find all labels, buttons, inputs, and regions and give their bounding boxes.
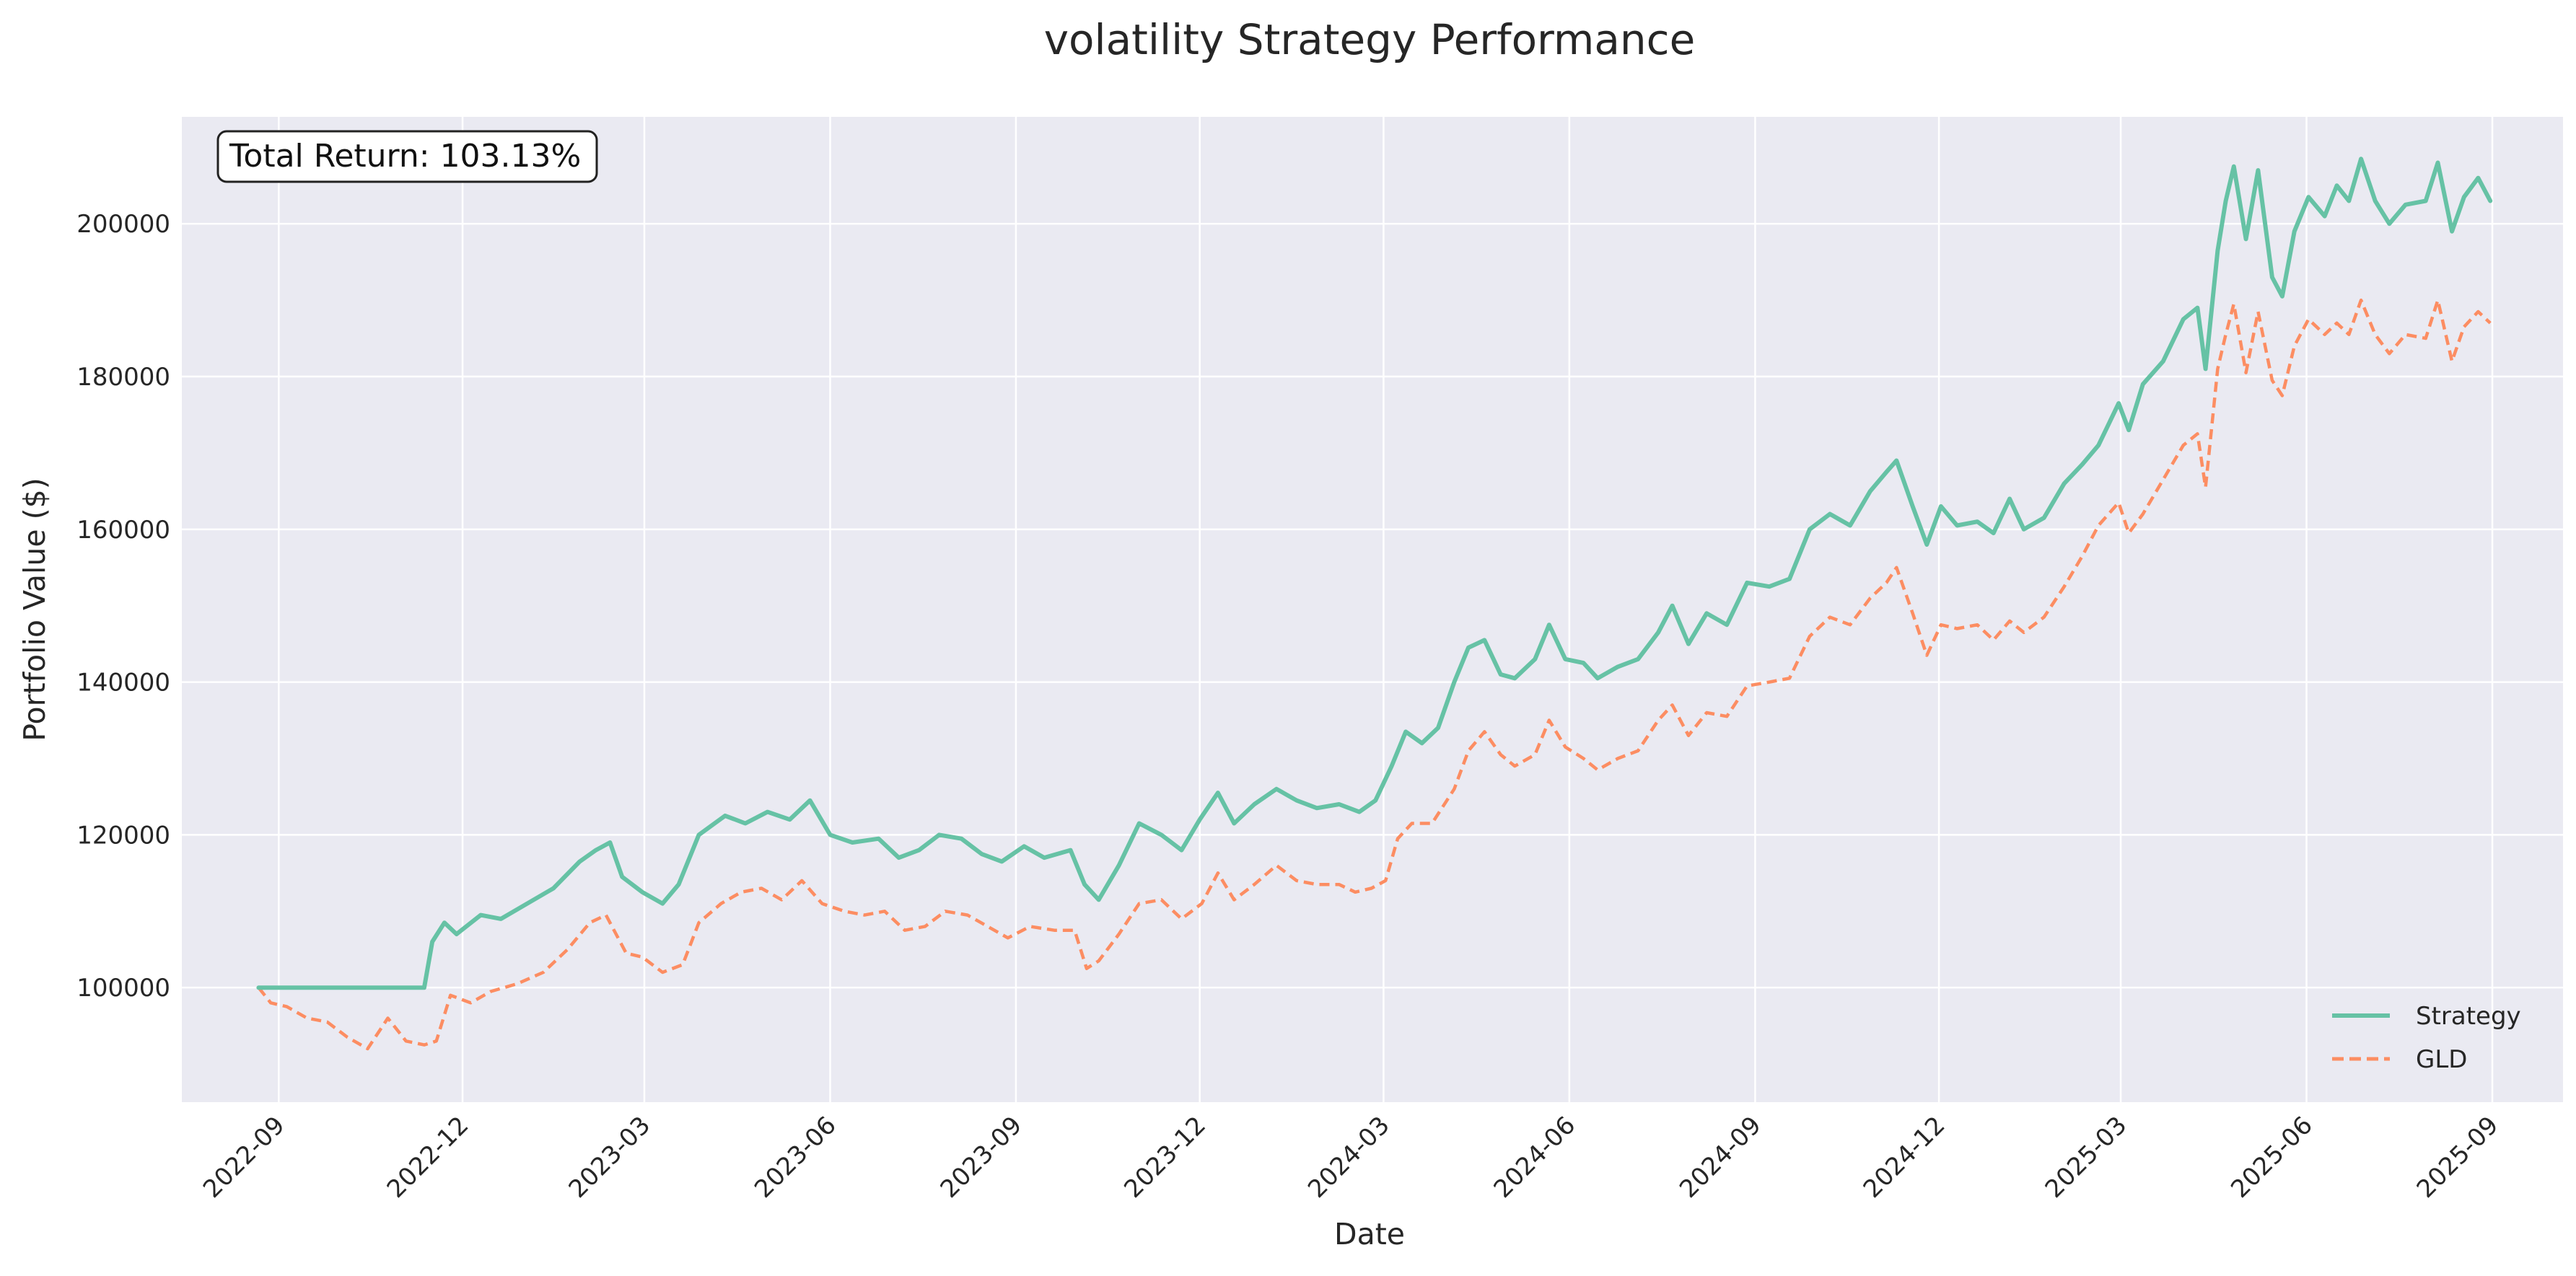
y-tick-label: 100000 [76,974,170,1003]
total-return-annotation: Total Return: 103.13% [216,130,598,183]
y-axis-label: Portfolio Value ($) [17,478,52,741]
y-tick-label: 200000 [76,210,170,239]
legend: Strategy GLD [2332,1002,2521,1074]
series-line-gld [257,298,2492,1051]
y-tick-label: 140000 [76,669,170,698]
annotation-box [216,130,598,183]
grid [182,117,2563,1102]
y-tick-label: 120000 [76,821,170,850]
legend-strategy-label: Strategy [2416,1002,2521,1031]
x-axis-label: Date [1334,1217,1405,1251]
legend-gld-label: GLD [2416,1045,2467,1074]
series-layer [256,157,2493,1051]
plot-area [182,117,2563,1102]
y-tick-label: 160000 [76,516,170,545]
y-tick-label: 180000 [76,363,170,392]
chart-title: volatility Strategy Performance [1044,15,1696,64]
annotation-text: Total Return: 103.13% [229,138,581,175]
series-line-strategy [256,157,2493,990]
